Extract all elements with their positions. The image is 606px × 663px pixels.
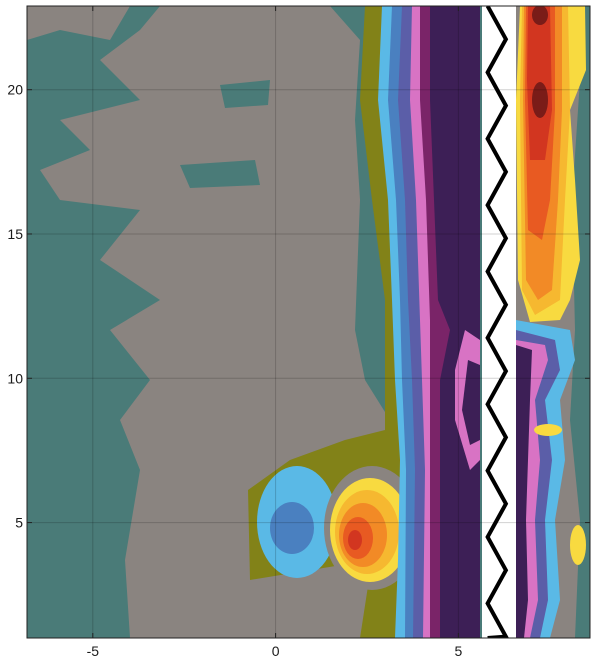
plateau-region xyxy=(27,6,130,40)
right-column-warm-patch xyxy=(534,424,562,436)
y-tick-label: 5 xyxy=(15,515,23,531)
right-column-lower-core xyxy=(516,345,532,638)
x-tick-label: -5 xyxy=(87,643,100,659)
gridlines xyxy=(27,6,590,638)
plot-area xyxy=(27,6,590,638)
x-tick-label: 0 xyxy=(272,643,280,659)
tick-marks xyxy=(27,6,590,638)
axes-frame xyxy=(26,5,591,639)
right-column-peak xyxy=(532,6,548,25)
y-tick-label: 15 xyxy=(7,226,23,242)
right-column-peak xyxy=(532,82,548,118)
plateau-patch xyxy=(180,160,260,188)
ridge-band-core xyxy=(430,6,480,638)
ridge-band-inner-lobe-core xyxy=(462,360,480,445)
separator-column xyxy=(482,6,516,638)
y-tick-label: 10 xyxy=(7,370,23,386)
y-tick-labels: 5 10 15 20 xyxy=(7,82,23,531)
x-tick-labels: -5 0 5 xyxy=(87,643,463,659)
lobe-b-level-5 xyxy=(348,530,362,550)
y-tick-label: 20 xyxy=(7,82,23,98)
x-tick-label: 5 xyxy=(454,643,462,659)
plateau-patch xyxy=(220,80,270,108)
lobe-a-inner xyxy=(270,502,314,554)
right-column-warm-patch xyxy=(570,525,586,565)
separator-zigzag xyxy=(485,6,509,638)
